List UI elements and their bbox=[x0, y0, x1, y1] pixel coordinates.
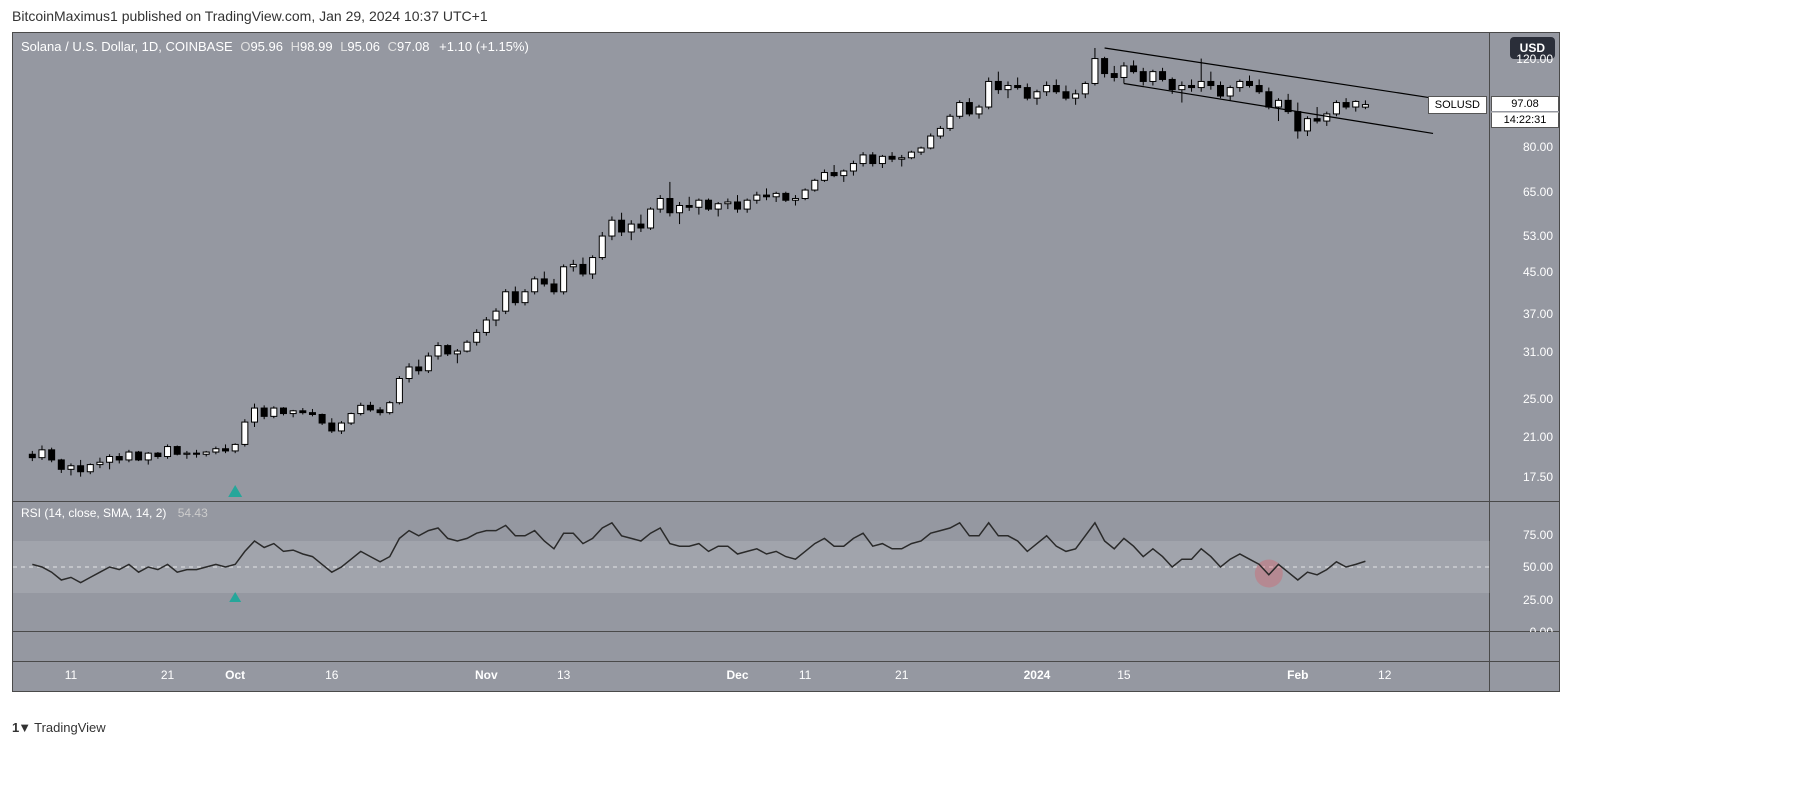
price-tick: 120.00 bbox=[1516, 52, 1553, 66]
tradingview-logo-icon: 1▼ bbox=[12, 720, 30, 735]
price-tick: 37.00 bbox=[1523, 307, 1553, 321]
price-legend: Solana / U.S. Dollar, 1D, COINBASE O95.9… bbox=[21, 39, 529, 54]
gap-scale bbox=[1490, 632, 1560, 662]
rsi-legend: RSI (14, close, SMA, 14, 2) 54.43 bbox=[21, 506, 208, 520]
last-price-label: 97.08 bbox=[1491, 96, 1559, 111]
time-tick: 21 bbox=[895, 668, 908, 682]
time-tick: Nov bbox=[475, 668, 498, 682]
price-axis[interactable]: USD 17.5021.0025.0031.0037.0045.0053.006… bbox=[1490, 32, 1560, 502]
publish-caption: BitcoinMaximus1 published on TradingView… bbox=[0, 0, 1807, 32]
price-tick: 25.00 bbox=[1523, 392, 1553, 406]
brand-text: TradingView bbox=[34, 720, 106, 735]
time-tick: 13 bbox=[557, 668, 570, 682]
rsi-tick: 25.00 bbox=[1523, 593, 1553, 607]
rsi-pane[interactable]: RSI (14, close, SMA, 14, 2) 54.43 bbox=[12, 502, 1490, 632]
chart-container: Solana / U.S. Dollar, 1D, COINBASE O95.9… bbox=[12, 32, 1560, 712]
rsi-tick: 75.00 bbox=[1523, 528, 1553, 542]
price-pane[interactable]: Solana / U.S. Dollar, 1D, COINBASE O95.9… bbox=[12, 32, 1490, 502]
time-tick: 11 bbox=[799, 668, 811, 682]
price-tick: 21.00 bbox=[1523, 430, 1553, 444]
time-tick: 11 bbox=[65, 668, 77, 682]
rsi-tick: 50.00 bbox=[1523, 560, 1553, 574]
price-tick: 65.00 bbox=[1523, 185, 1553, 199]
price-tick: 80.00 bbox=[1523, 140, 1553, 154]
symbol-title: Solana / U.S. Dollar, 1D, COINBASE bbox=[21, 39, 233, 54]
time-tick: 2024 bbox=[1024, 668, 1051, 682]
price-tick: 53.00 bbox=[1523, 229, 1553, 243]
time-tick: Oct bbox=[225, 668, 245, 682]
countdown-label: 14:22:31 bbox=[1491, 112, 1559, 128]
time-tick: 12 bbox=[1378, 668, 1391, 682]
time-tick: Dec bbox=[726, 668, 748, 682]
time-tick: 21 bbox=[161, 668, 174, 682]
time-tick: 15 bbox=[1117, 668, 1130, 682]
price-tick: 45.00 bbox=[1523, 265, 1553, 279]
symbol-price-label: SOLUSD bbox=[1428, 96, 1487, 114]
price-tick: 31.00 bbox=[1523, 345, 1553, 359]
time-axis[interactable]: 11 21 Oct 16 Nov 13 Dec 11 21 2024 15 Feb 12 bbox=[12, 662, 1490, 692]
time-tick: 16 bbox=[325, 668, 338, 682]
time-tick: Feb bbox=[1287, 668, 1308, 682]
footer: 1▼ TradingView bbox=[0, 712, 1807, 743]
gap-pane bbox=[12, 632, 1490, 662]
rsi-axis[interactable]: 0.0025.0050.0075.00 bbox=[1490, 502, 1560, 632]
price-tick: 17.50 bbox=[1523, 470, 1553, 484]
time-axis-right bbox=[1490, 662, 1560, 692]
